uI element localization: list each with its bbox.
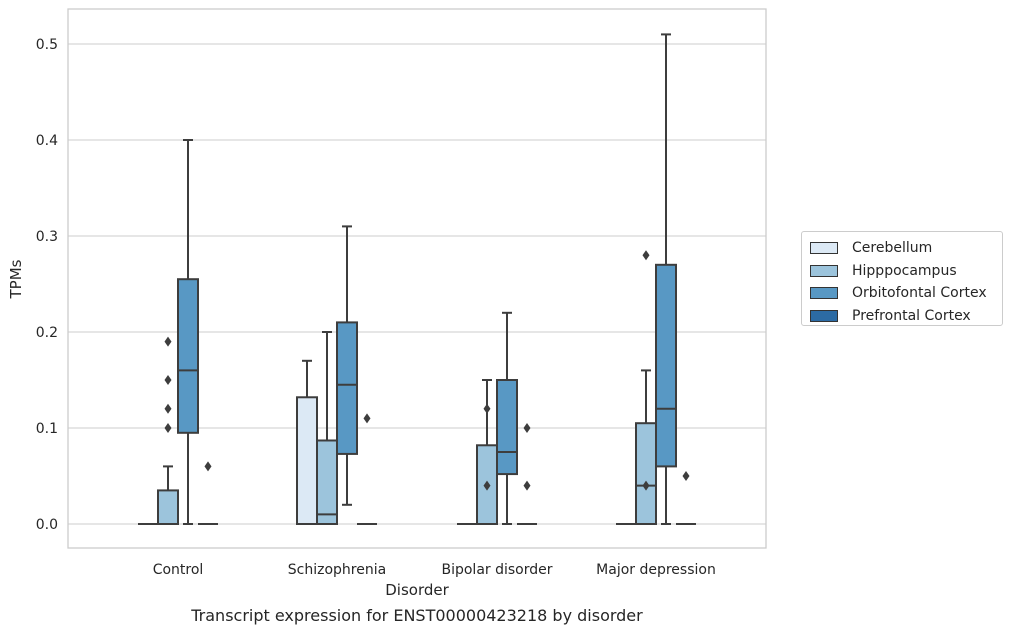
box-orbitofontal-cortex	[496, 311, 518, 525]
legend-item: Hipppocampus	[810, 260, 994, 283]
x-tick-label: Control	[153, 562, 204, 578]
legend-item: Orbitofontal Cortex	[810, 282, 994, 305]
box-hipppocampus	[635, 250, 657, 526]
box-iqr	[496, 379, 518, 476]
x-tick-label: Major depression	[596, 562, 716, 578]
plot-area-frame	[67, 8, 767, 549]
legend-label: Orbitofontal Cortex	[852, 285, 987, 302]
outlier-point	[642, 250, 650, 261]
outlier-point	[523, 423, 531, 433]
box-prefrontal-cortex	[357, 413, 377, 525]
x-axis-label: Disorder	[385, 581, 449, 599]
legend: Cerebellum Hipppocampus Orbitofontal Corte…	[801, 231, 1003, 326]
box-iqr	[635, 422, 657, 526]
box-orbitofontal-cortex	[655, 33, 677, 525]
box-orbitofontal-cortex	[336, 225, 358, 506]
legend-swatch	[810, 309, 838, 322]
box-hipppocampus	[316, 331, 338, 526]
y-tick-labels: 0.0 0.1 0.2 0.3 0.4 0.5	[36, 37, 58, 533]
outlier-point	[164, 336, 172, 347]
outlier-point	[483, 480, 491, 491]
outlier-point	[483, 403, 491, 414]
box-cerebellum	[296, 359, 318, 525]
outlier-point	[164, 403, 172, 414]
x-tick-label: Schizophrenia	[288, 562, 386, 578]
box-series-layer	[138, 33, 696, 526]
y-tick-label: 0.1	[36, 421, 58, 437]
box-iqr	[177, 278, 199, 434]
outlier-point	[164, 423, 172, 433]
y-tick-label: 0.0	[36, 517, 58, 533]
outlier-point	[682, 471, 690, 481]
box-prefrontal-cortex	[676, 471, 696, 525]
box-iqr	[296, 396, 318, 525]
box-hipppocampus	[476, 379, 498, 525]
box-iqr	[157, 489, 179, 525]
legend-swatch	[810, 264, 838, 277]
x-tick-labels: Control Schizophrenia Bipolar disorder Majo…	[153, 562, 716, 578]
box-iqr	[316, 439, 338, 526]
y-axis-label: TPMs	[7, 259, 25, 299]
legend-label: Prefrontal Cortex	[852, 307, 971, 324]
legend-label: Hipppocampus	[852, 262, 957, 279]
legend-item: Prefrontal Cortex	[810, 305, 994, 328]
y-tick-label: 0.5	[36, 37, 58, 53]
legend-item: Cerebellum	[810, 237, 994, 260]
box-hipppocampus	[157, 336, 179, 525]
box-prefrontal-cortex	[517, 423, 537, 525]
y-tick-label: 0.4	[36, 133, 58, 149]
x-tick-label: Bipolar disorder	[441, 562, 552, 578]
y-tick-label: 0.2	[36, 325, 58, 341]
outlier-point	[523, 480, 531, 491]
outlier-point	[363, 413, 371, 424]
outlier-point	[164, 375, 172, 385]
outlier-point	[642, 480, 650, 491]
box-iqr	[655, 263, 677, 468]
figure-caption: Transcript expression for ENST0000042321…	[191, 606, 643, 625]
legend-swatch	[810, 242, 838, 255]
box-prefrontal-cortex	[198, 461, 218, 525]
box-orbitofontal-cortex	[177, 139, 199, 525]
legend-label: Cerebellum	[852, 240, 933, 257]
outlier-point	[204, 461, 212, 472]
box-iqr	[336, 321, 358, 455]
y-tick-label: 0.3	[36, 229, 58, 245]
legend-swatch	[810, 287, 838, 300]
